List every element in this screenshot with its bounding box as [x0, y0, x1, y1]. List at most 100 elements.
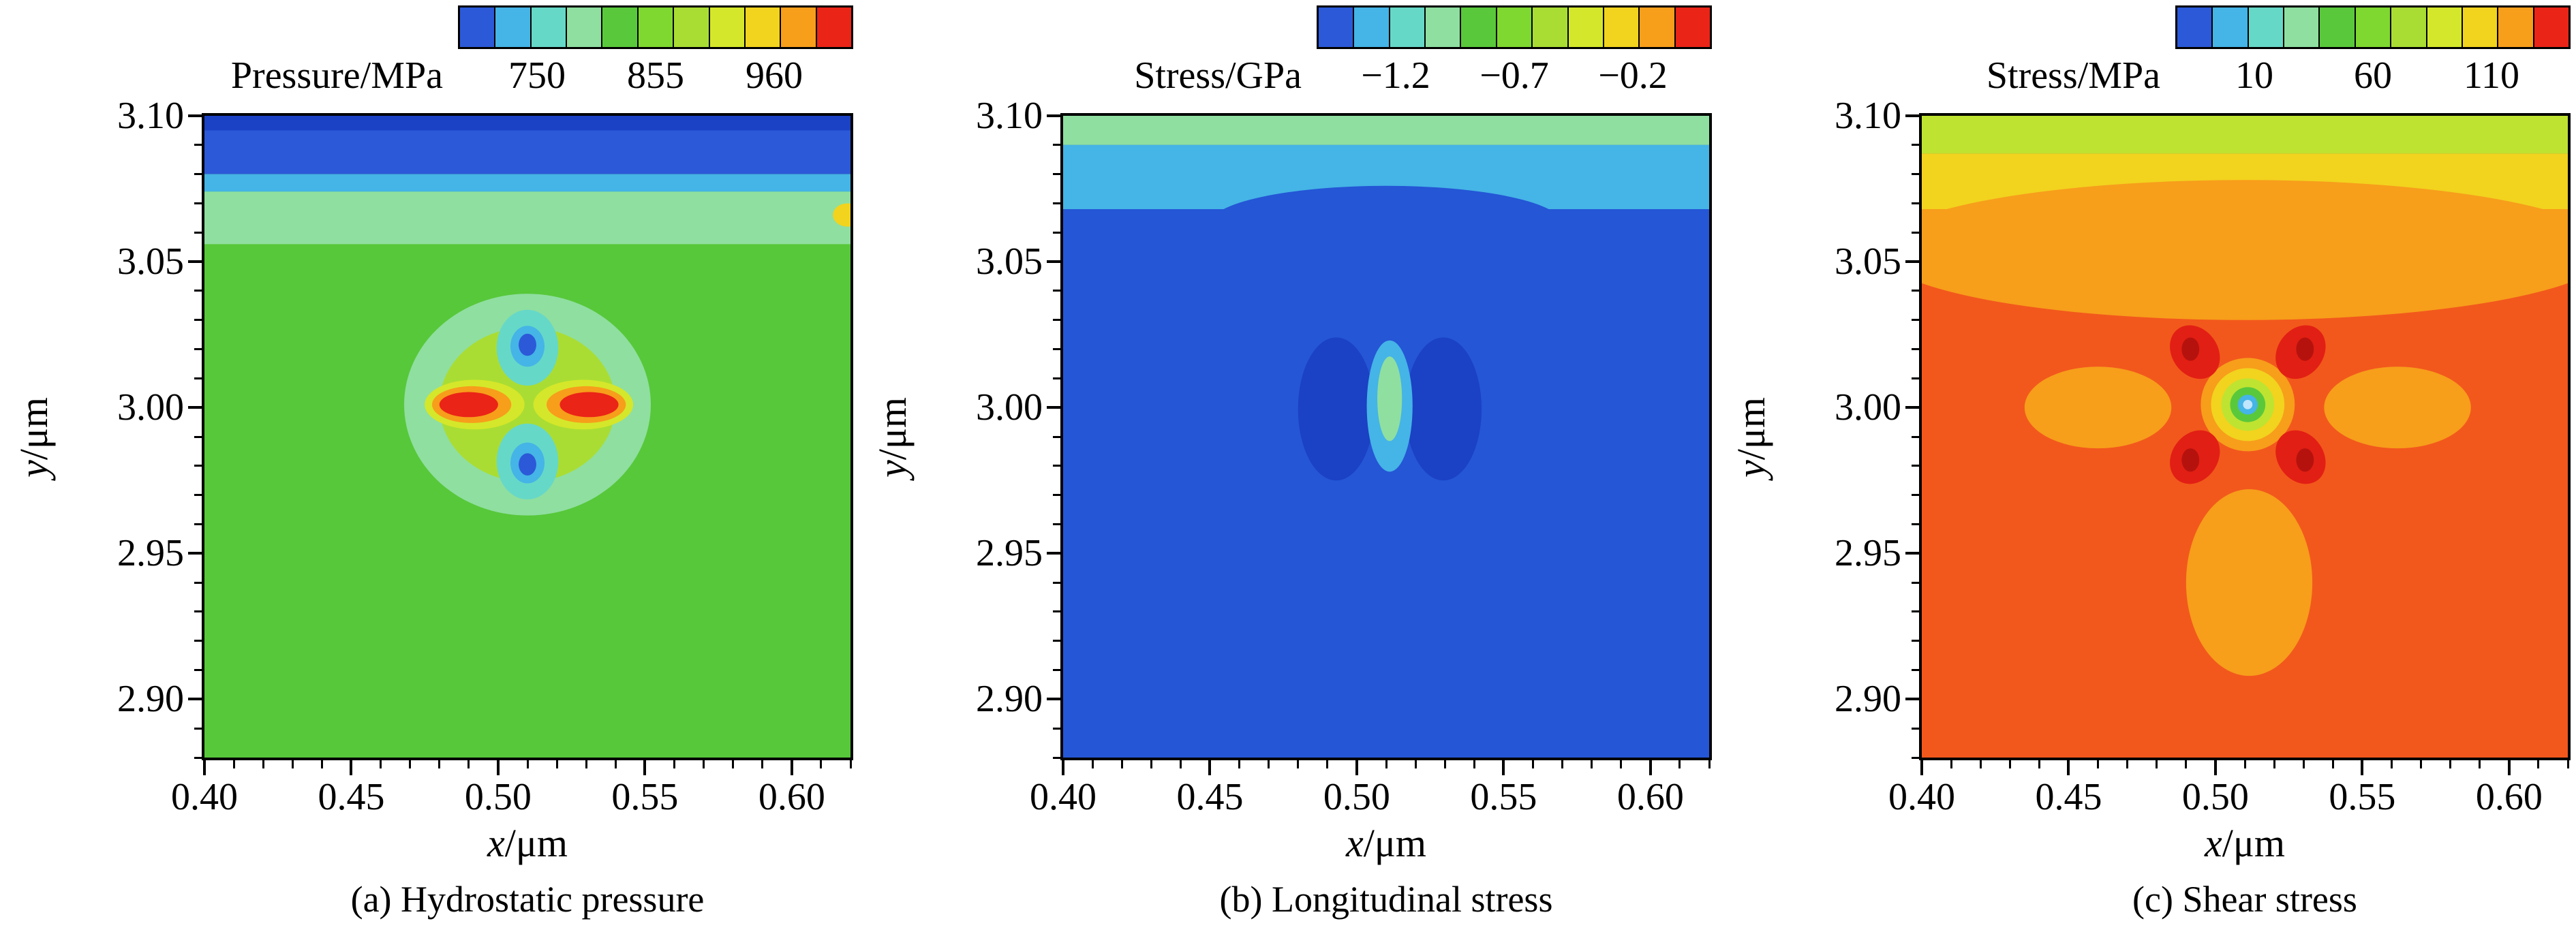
x-minor-tick — [291, 760, 294, 768]
x-minor-tick — [2126, 760, 2129, 768]
x-major-tick — [1355, 760, 1358, 775]
x-minor-tick — [1179, 760, 1182, 768]
y-minor-tick — [1912, 727, 1919, 730]
colorbar-cell — [1602, 7, 1639, 47]
colorbar-tick-label: 10 — [2235, 55, 2273, 97]
y-tick-label: 3.00 — [1835, 386, 1901, 429]
colorbar-cell — [1353, 7, 1389, 47]
y-minor-tick — [1912, 202, 1919, 204]
y-minor-tick — [194, 494, 202, 497]
x-axis-label: x/μm — [1919, 822, 2571, 865]
y-minor-tick — [1053, 640, 1060, 642]
colorbar-ticks: 10 60 110 — [2175, 55, 2571, 98]
x-minor-tick — [555, 760, 558, 768]
caption: (a) Hydrostatic pressure — [350, 879, 705, 920]
colorbar-cell — [2532, 7, 2569, 47]
x-minor-tick — [2156, 760, 2158, 768]
y-major-tick — [1047, 114, 1060, 117]
contour-shape — [2296, 337, 2314, 361]
x-minor-tick — [703, 760, 705, 768]
y-minor-tick — [1912, 494, 1919, 497]
colorbar — [1317, 5, 1712, 49]
x-major-tick — [1062, 760, 1064, 775]
colorbar-cell — [530, 7, 566, 47]
x-major-tick — [203, 760, 206, 775]
x-minor-tick — [2331, 760, 2334, 768]
colorbar-cell — [1424, 7, 1460, 47]
x-minor-tick — [2449, 760, 2452, 768]
y-minor-tick — [1912, 610, 1919, 613]
colorbar-title: Stress/GPa — [1134, 55, 1302, 97]
y-minor-tick — [1912, 290, 1919, 292]
x-minor-tick — [2479, 760, 2481, 768]
colorbar-tick-label: −1.2 — [1361, 55, 1430, 97]
y-minor-tick — [194, 465, 202, 467]
x-minor-tick — [2537, 760, 2540, 768]
x-major-tick — [1920, 760, 1923, 775]
colorbar-cell — [1567, 7, 1603, 47]
x-tick-label: 0.50 — [2181, 776, 2249, 818]
x-major-tick — [643, 760, 647, 775]
x-tick-label: 0.45 — [1176, 776, 1244, 818]
x-tick-label: 0.55 — [611, 776, 679, 818]
y-minor-tick — [194, 756, 202, 759]
x-major-tick — [1502, 760, 1505, 775]
x-minor-tick — [438, 760, 441, 768]
colorbar-cell — [815, 7, 851, 47]
x-minor-tick — [1268, 760, 1270, 768]
y-minor-tick — [1053, 173, 1060, 176]
x-minor-tick — [673, 760, 675, 768]
panel-hydrostatic-pressure: Pressure/MPa 750 855 960 y/μm x/μm (a) Hyd… — [0, 0, 859, 934]
colorbar-cell — [2177, 7, 2212, 47]
x-minor-tick — [1297, 760, 1300, 768]
colorbar-cell — [1495, 7, 1532, 47]
colorbar-cell — [566, 7, 602, 47]
x-minor-tick — [1443, 760, 1446, 768]
y-minor-tick — [1912, 640, 1919, 642]
y-minor-tick — [1912, 348, 1919, 351]
contour-shape — [519, 453, 536, 476]
x-minor-tick — [1620, 760, 1623, 768]
colorbar-cell — [1460, 7, 1496, 47]
y-tick-label: 3.10 — [976, 95, 1043, 137]
y-minor-tick — [194, 348, 202, 351]
x-major-tick — [1649, 760, 1652, 775]
y-tick-label: 2.90 — [117, 678, 184, 721]
y-tick-label: 3.05 — [1835, 240, 1901, 283]
x-minor-tick — [1591, 760, 1593, 768]
x-tick-label: 0.50 — [464, 776, 532, 818]
x-major-tick — [2361, 760, 2364, 775]
y-minor-tick — [194, 581, 202, 584]
colorbar-cell — [2318, 7, 2355, 47]
y-minor-tick — [1053, 144, 1060, 146]
colorbar-tick-label: 110 — [2464, 55, 2519, 97]
contour-shape — [559, 392, 619, 418]
x-major-tick — [350, 760, 353, 775]
caption: (c) Shear stress — [2132, 879, 2357, 920]
contour-shape — [1298, 337, 1375, 481]
contour-shape — [1405, 337, 1482, 481]
colorbar — [458, 5, 853, 49]
colorbar-cell — [1674, 7, 1710, 47]
x-axis-unit: /μm — [1363, 821, 1427, 865]
x-major-tick — [2213, 760, 2217, 775]
y-minor-tick — [1053, 465, 1060, 467]
y-minor-tick — [1912, 756, 1919, 759]
y-tick-label: 2.90 — [1835, 678, 1901, 721]
colorbar-cell — [460, 7, 495, 47]
contour-plot — [1919, 113, 2571, 760]
colorbar-tick-label: 855 — [627, 55, 684, 97]
contour-field — [1063, 116, 1709, 758]
y-major-tick — [188, 260, 202, 264]
contour-shape — [2181, 337, 2200, 361]
x-minor-tick — [2097, 760, 2100, 768]
y-axis-variable: y — [1729, 460, 1773, 478]
x-major-tick — [1208, 760, 1212, 775]
y-tick-label: 2.95 — [976, 532, 1043, 575]
colorbar-cell — [2283, 7, 2319, 47]
y-minor-tick — [194, 377, 202, 379]
y-minor-tick — [194, 640, 202, 642]
x-major-tick — [2507, 760, 2511, 775]
y-tick-label: 2.95 — [1835, 532, 1901, 575]
x-minor-tick — [732, 760, 735, 768]
